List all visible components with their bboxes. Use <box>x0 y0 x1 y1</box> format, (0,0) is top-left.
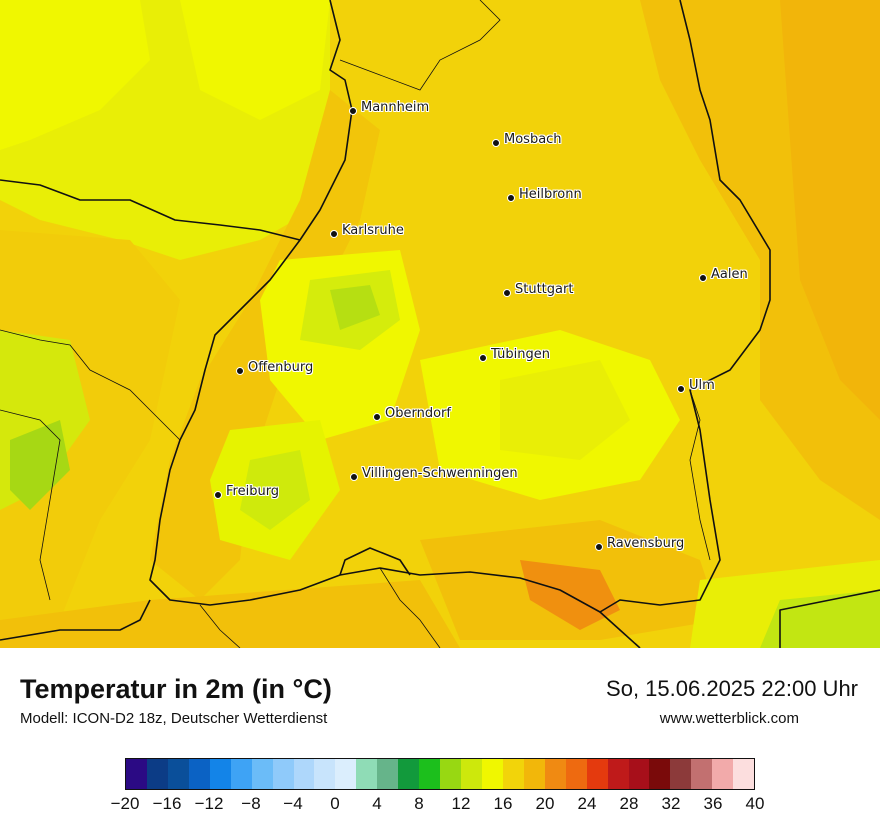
city-dot <box>349 107 357 115</box>
legend-tick-label: −8 <box>241 794 261 813</box>
color-legend <box>125 758 755 790</box>
model-source: Modell: ICON-D2 18z, Deutscher Wetterdie… <box>20 710 328 727</box>
legend-swatch <box>272 759 294 789</box>
city-dot <box>479 354 487 362</box>
legend-tick-label: 24 <box>577 794 597 813</box>
legend-swatch <box>607 759 629 789</box>
temperature-field <box>0 0 880 648</box>
city-label: Oberndorf <box>385 406 451 421</box>
legend-swatch <box>419 759 441 789</box>
legend-swatch <box>398 759 420 789</box>
city-label: Stuttgart <box>515 282 574 297</box>
legend-swatch <box>649 759 671 789</box>
legend-swatch <box>167 759 189 789</box>
city-label: Freiburg <box>226 484 280 499</box>
legend-tick-label: 12 <box>451 794 471 813</box>
legend-swatch <box>314 759 336 789</box>
legend-swatch <box>481 759 503 789</box>
legend-tick-label: 8 <box>414 794 424 813</box>
city-label: Offenburg <box>248 360 314 375</box>
legend-swatch <box>251 759 273 789</box>
city-dot <box>699 274 707 282</box>
legend-swatch <box>586 759 608 789</box>
city-label: Heilbronn <box>519 187 582 202</box>
city-dot <box>350 473 358 481</box>
city-dot <box>373 413 381 421</box>
city-label: Mannheim <box>361 100 430 115</box>
legend-swatch <box>628 759 650 789</box>
legend-swatch <box>146 759 168 789</box>
legend-swatch <box>335 759 357 789</box>
legend-swatch <box>691 759 713 789</box>
legend-swatch <box>293 759 315 789</box>
legend-tick-label: 4 <box>372 794 382 813</box>
city-dot <box>236 367 244 375</box>
city-label: Ravensburg <box>607 536 685 551</box>
legend-swatch <box>733 759 755 789</box>
legend-tick-label: 36 <box>703 794 723 813</box>
legend-swatch <box>377 759 399 789</box>
city-dot <box>214 491 222 499</box>
legend-tick-label: −12 <box>194 794 224 813</box>
city-dot <box>330 230 338 238</box>
legend-tick-label: 0 <box>330 794 340 813</box>
city-dot <box>503 289 511 297</box>
city-dot <box>492 139 500 147</box>
city-label: Aalen <box>711 267 748 282</box>
legend-swatch <box>356 759 378 789</box>
legend-swatch <box>209 759 231 789</box>
legend-swatch <box>670 759 692 789</box>
legend-swatch <box>461 759 482 789</box>
city-label: Karlsruhe <box>342 223 404 238</box>
legend-tick-label: 28 <box>619 794 639 813</box>
legend-tick-label: −4 <box>283 794 303 813</box>
city-label: Villingen-Schwenningen <box>362 466 518 481</box>
legend-swatch <box>712 759 734 789</box>
city-label: Ulm <box>689 378 715 393</box>
city-label: Mosbach <box>504 132 562 147</box>
legend-tick-label: 16 <box>493 794 513 813</box>
map-footer: Temperatur in 2m (in °C) Modell: ICON-D2… <box>0 648 880 830</box>
legend-tick-label: 20 <box>535 794 555 813</box>
legend-tick-label: 32 <box>661 794 681 813</box>
legend-swatch <box>565 759 587 789</box>
city-dot <box>507 194 515 202</box>
city-dot <box>595 543 603 551</box>
map-title: Temperatur in 2m (in °C) <box>20 674 332 704</box>
city-dot <box>677 385 685 393</box>
legend-swatch <box>502 759 524 789</box>
legend-tick-label: −20 <box>110 794 140 813</box>
legend-tick-label: 40 <box>745 794 765 813</box>
legend-tick-label: −16 <box>152 794 182 813</box>
forecast-datetime: So, 15.06.2025 22:00 Uhr <box>606 676 858 701</box>
legend-swatch <box>523 759 545 789</box>
legend-swatch <box>188 759 210 789</box>
legend-swatch <box>230 759 252 789</box>
temperature-map: Mannheim Mosbach Heilbronn Karlsruhe Aal… <box>0 0 880 648</box>
legend-swatch <box>440 759 461 789</box>
website-link[interactable]: www.wetterblick.com <box>659 710 799 727</box>
city-label: Tübingen <box>491 347 550 362</box>
legend-swatch <box>544 759 566 789</box>
legend-swatch <box>126 759 147 789</box>
